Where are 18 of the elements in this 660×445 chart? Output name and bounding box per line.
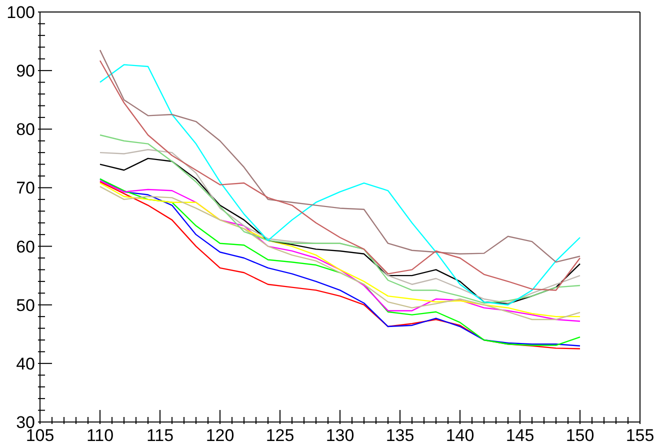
y-tick-label: 90 xyxy=(16,62,35,81)
y-tick-label: 70 xyxy=(16,178,35,198)
x-tick-label: 140 xyxy=(446,426,474,445)
line-series xyxy=(99,49,581,263)
x-tick-label: 130 xyxy=(326,426,354,445)
y-tick-label: 50 xyxy=(16,296,35,315)
x-tick-label: 125 xyxy=(266,426,294,445)
y-tick-label: 60 xyxy=(16,237,35,256)
x-tick-label: 120 xyxy=(206,426,234,445)
x-tick-label: 135 xyxy=(386,426,414,445)
x-tick-label: 145 xyxy=(506,426,534,445)
y-tick-label: 100 xyxy=(6,3,35,22)
x-tick-label: 150 xyxy=(566,426,594,445)
y-tick-label: 80 xyxy=(16,120,35,140)
x-tick-label: 110 xyxy=(86,426,114,445)
x-tick-label: 155 xyxy=(626,426,654,445)
y-tick-label: 40 xyxy=(16,354,35,374)
x-tick-label: 115 xyxy=(146,426,174,445)
